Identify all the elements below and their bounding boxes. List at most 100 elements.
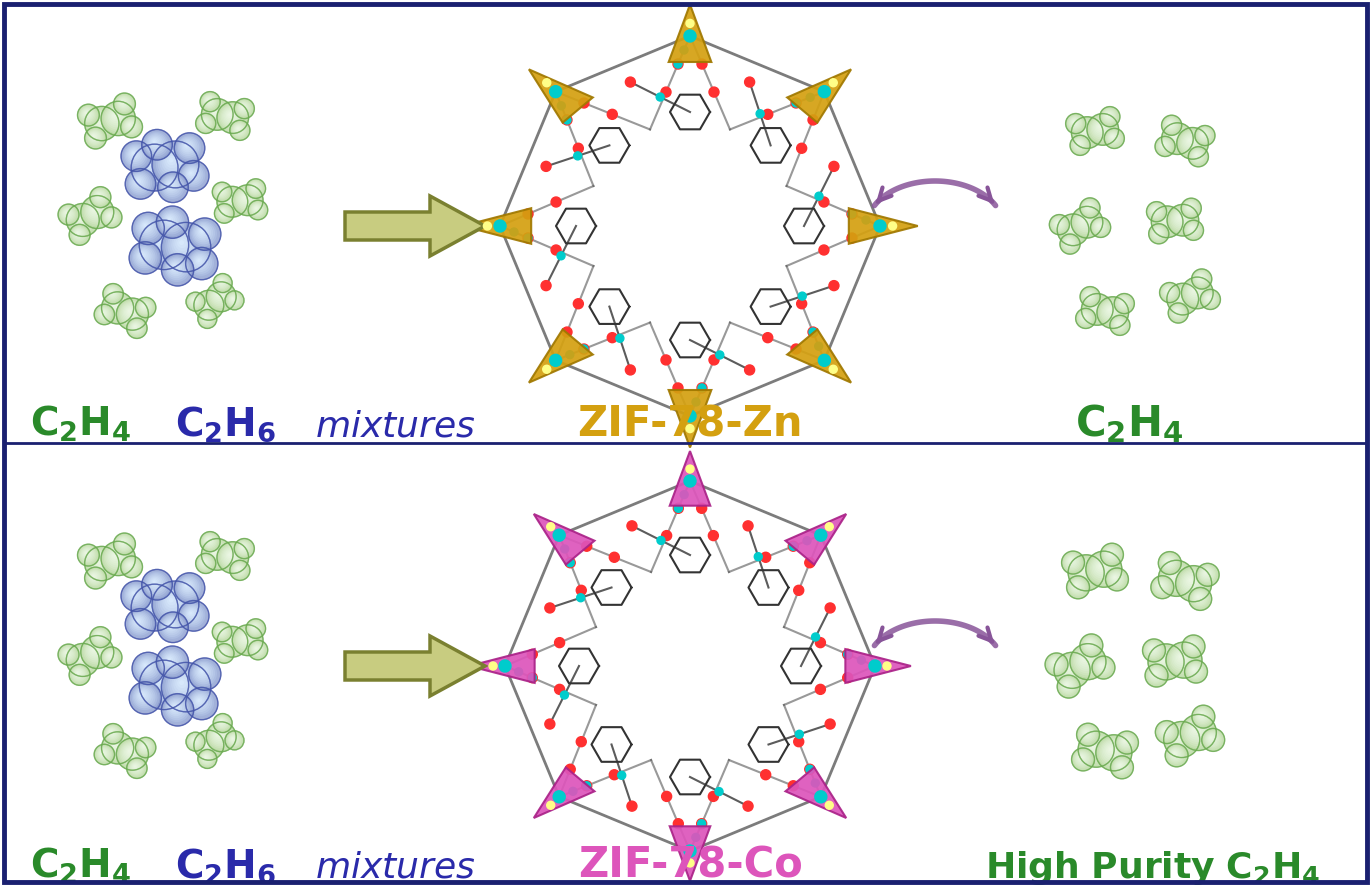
Circle shape (145, 226, 180, 260)
Circle shape (1056, 221, 1060, 225)
Circle shape (195, 732, 222, 758)
Circle shape (1100, 106, 1120, 127)
Circle shape (107, 727, 117, 738)
Circle shape (1169, 749, 1182, 760)
Circle shape (625, 77, 635, 87)
Polygon shape (533, 767, 595, 818)
Circle shape (134, 687, 154, 706)
Circle shape (170, 703, 180, 712)
Circle shape (1086, 293, 1090, 297)
Circle shape (199, 668, 206, 675)
Circle shape (214, 275, 232, 291)
Circle shape (522, 209, 533, 219)
Circle shape (1060, 216, 1084, 242)
Polygon shape (786, 514, 846, 564)
Circle shape (165, 654, 177, 666)
Circle shape (1106, 113, 1111, 117)
Circle shape (716, 351, 724, 359)
Circle shape (89, 643, 101, 657)
Circle shape (1079, 124, 1091, 137)
Circle shape (95, 116, 104, 127)
Circle shape (825, 801, 834, 809)
Circle shape (73, 668, 85, 680)
Circle shape (580, 345, 588, 353)
Circle shape (63, 649, 71, 657)
Circle shape (75, 671, 80, 675)
Circle shape (1104, 742, 1121, 760)
Circle shape (547, 801, 555, 809)
Circle shape (214, 183, 229, 199)
Circle shape (101, 541, 136, 576)
Circle shape (158, 648, 186, 676)
Circle shape (141, 694, 144, 696)
Circle shape (843, 672, 853, 683)
Circle shape (1158, 584, 1161, 587)
Circle shape (1069, 643, 1106, 680)
Circle shape (237, 190, 255, 208)
Circle shape (1105, 304, 1117, 317)
Polygon shape (529, 330, 592, 383)
Circle shape (189, 218, 221, 250)
Circle shape (1152, 227, 1164, 239)
Circle shape (657, 536, 665, 544)
Circle shape (662, 531, 672, 540)
Circle shape (1069, 559, 1072, 562)
Circle shape (1072, 581, 1082, 591)
Circle shape (228, 198, 232, 200)
Circle shape (684, 30, 696, 42)
Circle shape (117, 97, 130, 110)
Circle shape (123, 744, 138, 760)
Circle shape (186, 610, 196, 618)
Circle shape (698, 384, 706, 392)
Circle shape (200, 557, 210, 567)
Circle shape (1124, 739, 1126, 742)
Circle shape (101, 208, 121, 227)
Circle shape (1106, 113, 1109, 116)
Circle shape (1080, 566, 1087, 573)
Circle shape (90, 112, 111, 133)
Circle shape (208, 546, 222, 559)
Circle shape (1150, 647, 1153, 649)
Circle shape (1150, 205, 1161, 217)
Circle shape (566, 559, 574, 567)
Circle shape (1097, 124, 1104, 130)
Circle shape (1171, 132, 1180, 141)
Circle shape (141, 662, 185, 707)
Circle shape (204, 756, 208, 759)
Circle shape (1098, 224, 1100, 227)
Circle shape (214, 643, 234, 664)
Circle shape (158, 147, 191, 179)
Circle shape (1054, 220, 1063, 228)
Circle shape (1157, 722, 1175, 741)
Circle shape (134, 325, 136, 328)
Circle shape (203, 535, 215, 547)
Circle shape (202, 753, 211, 763)
Circle shape (255, 207, 258, 209)
Circle shape (184, 166, 202, 183)
Circle shape (112, 113, 119, 119)
Text: ZIF-78-Co: ZIF-78-Co (577, 845, 802, 886)
Circle shape (1108, 571, 1124, 587)
Circle shape (75, 230, 81, 237)
Circle shape (85, 199, 108, 222)
Circle shape (1183, 221, 1204, 240)
Circle shape (219, 720, 222, 722)
Circle shape (160, 175, 185, 199)
Circle shape (181, 140, 193, 152)
Circle shape (101, 207, 122, 228)
Circle shape (1098, 564, 1102, 568)
Circle shape (196, 114, 215, 132)
Circle shape (60, 206, 77, 222)
Circle shape (206, 722, 236, 751)
Circle shape (103, 208, 119, 225)
Circle shape (1084, 296, 1109, 322)
Circle shape (1182, 199, 1200, 217)
Circle shape (1053, 218, 1065, 229)
Circle shape (134, 214, 160, 241)
Circle shape (1082, 314, 1087, 320)
Circle shape (92, 553, 108, 571)
Circle shape (1115, 760, 1127, 772)
Circle shape (1108, 131, 1120, 144)
Circle shape (193, 739, 195, 741)
Circle shape (1198, 128, 1211, 141)
